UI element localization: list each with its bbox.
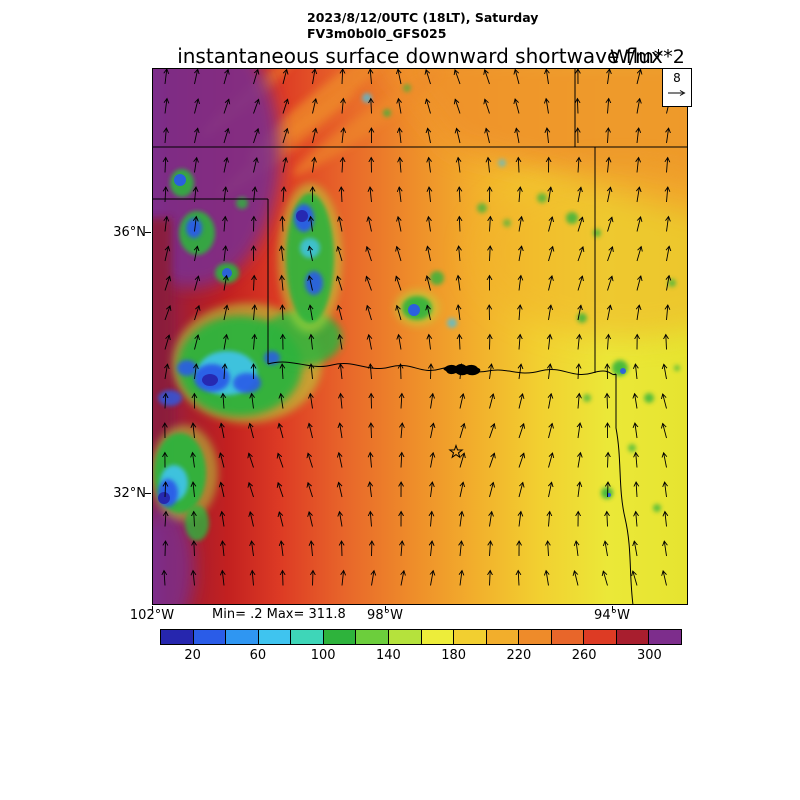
colorbar-segment	[453, 629, 487, 645]
lon-tick-102w	[152, 606, 153, 611]
colorbar-segment	[518, 629, 552, 645]
colorbar-segment	[355, 629, 389, 645]
lon-tick-94w	[612, 606, 613, 611]
colorbar	[160, 629, 682, 645]
star-marker	[448, 443, 464, 459]
units-label: W/m**2	[610, 46, 685, 68]
colorbar-segment	[387, 629, 422, 645]
lat-tick-36n	[145, 232, 151, 233]
map-canvas	[152, 68, 688, 605]
colorbar-tick-label: 100	[310, 648, 336, 663]
minmax-label: Min= .2 Max= 311.8	[212, 607, 346, 622]
colorbar-segment	[257, 629, 292, 645]
colorbar-tick-label: 60	[249, 648, 267, 663]
colorbar-segment	[583, 629, 617, 645]
colorbar-tick-label: 260	[571, 648, 597, 663]
header-model: FV3m0b0l0_GFS025	[307, 26, 447, 41]
wind-reference-box: 8	[662, 68, 692, 107]
lon-tick-98w	[385, 606, 386, 611]
lake-shape	[443, 364, 481, 376]
colorbar-segment	[160, 629, 194, 645]
colorbar-segment	[615, 629, 650, 645]
colorbar-segment	[290, 629, 324, 645]
wind-reference-value: 8	[673, 71, 681, 85]
lat-tick-label-36n: 36°N	[113, 225, 146, 240]
colorbar-tick-label: 140	[375, 648, 401, 663]
lat-tick-label-32n: 32°N	[113, 486, 146, 501]
lon-tick-label-102w: 102°W	[129, 608, 175, 623]
flux-field	[152, 68, 688, 605]
colorbar-segment	[648, 629, 682, 645]
colorbar-tick-label: 180	[441, 648, 467, 663]
colorbar-segment	[225, 629, 259, 645]
colorbar-segment	[322, 629, 357, 645]
colorbar-labels: 20 60 100 140 180 220 260 300	[160, 648, 682, 664]
map-frame	[152, 68, 688, 605]
header-datetime: 2023/8/12/0UTC (18LT), Saturday	[307, 10, 539, 25]
plot-title: instantaneous surface downward shortwave…	[177, 44, 663, 68]
lon-tick-label-94w: 94°W	[594, 608, 630, 623]
lat-tick-32n	[145, 493, 151, 494]
colorbar-segment	[420, 629, 455, 645]
colorbar-tick-label: 20	[184, 648, 201, 663]
colorbar-tick-label: 300	[636, 648, 662, 663]
colorbar-segment	[192, 629, 227, 645]
colorbar-tick-label: 220	[506, 648, 532, 663]
reference-arrow-icon	[668, 90, 686, 96]
colorbar-segment	[485, 629, 520, 645]
lon-tick-label-98w: 98°W	[367, 608, 403, 623]
colorbar-segment	[550, 629, 585, 645]
